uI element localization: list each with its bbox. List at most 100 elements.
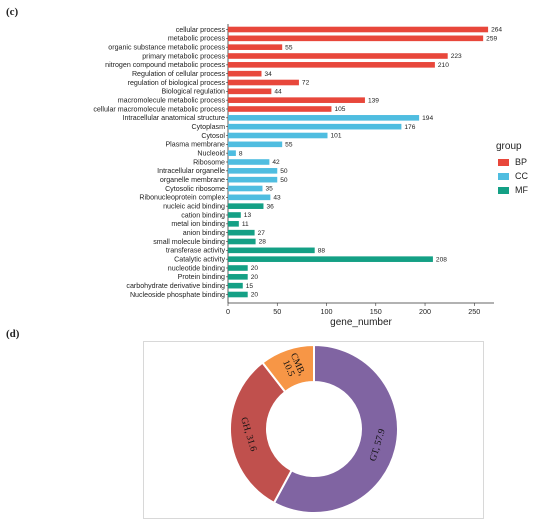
bar-7 <box>228 79 299 86</box>
category-label-26: transferase activity <box>166 247 226 255</box>
category-label-2: metabolic process <box>168 35 226 43</box>
bar-29 <box>228 274 248 280</box>
value-label-29: 20 <box>251 274 259 281</box>
x-tick-label-50: 50 <box>273 307 281 316</box>
bar-2 <box>228 35 484 42</box>
legend-swatch-bp <box>498 158 509 166</box>
category-label-23: metal ion binding <box>171 220 225 228</box>
category-label-4: primary metabolic process <box>142 52 225 60</box>
value-label-3: 55 <box>285 44 293 51</box>
donut-slice-gh <box>229 361 293 505</box>
bar-4 <box>228 53 448 59</box>
category-label-9: macromolecule metabolic process <box>118 96 226 104</box>
category-label-18: organelle membrane <box>160 176 225 184</box>
bar-28 <box>228 265 248 271</box>
category-label-22: cation binding <box>181 211 225 219</box>
category-label-8: Biological regulation <box>162 88 226 96</box>
bar-14 <box>228 141 283 148</box>
x-tick-label-250: 250 <box>468 307 480 316</box>
value-label-12: 176 <box>404 124 415 131</box>
bar-16 <box>228 159 270 165</box>
value-label-19: 35 <box>265 186 273 193</box>
bar-26 <box>228 247 315 254</box>
category-label-3: organic substance metabolic process <box>108 43 225 51</box>
category-label-14: Plasma membrane <box>165 141 225 149</box>
value-label-21: 36 <box>266 203 274 210</box>
x-tick-label-0: 0 <box>226 307 230 316</box>
value-label-2: 259 <box>486 36 497 43</box>
value-label-10: 105 <box>334 106 345 113</box>
bar-9 <box>228 97 365 103</box>
value-label-22: 13 <box>244 212 252 219</box>
value-label-31: 20 <box>251 292 259 299</box>
bar-25 <box>228 238 256 245</box>
value-label-25: 28 <box>259 239 267 246</box>
value-label-6: 34 <box>264 71 272 78</box>
value-label-13: 101 <box>331 133 342 140</box>
legend-label-mf: MF <box>515 185 528 195</box>
category-label-30: carbohydrate derivative binding <box>126 282 225 290</box>
bar-18 <box>228 176 278 183</box>
value-label-24: 27 <box>258 230 266 237</box>
value-label-27: 208 <box>436 256 447 263</box>
legend-label-cc: CC <box>515 171 528 181</box>
category-label-6: Regulation of cellular process <box>132 70 226 78</box>
category-label-27: Catalytic activity <box>174 255 225 263</box>
value-label-26: 88 <box>318 248 326 255</box>
category-label-10: cellular macromolecule metabolic process <box>93 105 225 113</box>
bar-30 <box>228 282 243 289</box>
bar-24 <box>228 229 255 236</box>
category-label-19: Cytosolic ribosome <box>165 185 225 193</box>
value-label-30: 15 <box>246 283 254 290</box>
value-label-18: 50 <box>280 177 288 184</box>
category-label-29: Protein binding <box>178 273 225 281</box>
category-label-15: Nucleoid <box>197 149 225 157</box>
value-label-16: 42 <box>272 159 280 166</box>
bar-11 <box>228 115 420 121</box>
value-label-20: 43 <box>273 195 281 202</box>
category-label-5: nitrogen compound metabolic process <box>105 61 225 69</box>
bar-6 <box>228 70 262 77</box>
bar-23 <box>228 221 239 227</box>
value-label-1: 264 <box>491 27 502 34</box>
category-label-16: Ribosome <box>193 158 225 166</box>
value-label-8: 44 <box>274 89 282 96</box>
category-label-25: small molecule binding <box>153 238 225 246</box>
category-label-13: Cytosol <box>201 132 225 140</box>
bar-5 <box>228 62 435 68</box>
bar-15 <box>228 150 236 156</box>
value-label-23: 11 <box>242 221 249 228</box>
panel-d-label: (d) <box>6 328 20 340</box>
value-label-15: 8 <box>239 150 243 157</box>
legend-label-bp: BP <box>515 157 528 167</box>
bar-27 <box>228 256 433 262</box>
category-label-28: nucleotide binding <box>168 264 225 272</box>
bar-20 <box>228 194 271 201</box>
value-label-5: 210 <box>438 62 449 69</box>
bar-13 <box>228 132 328 139</box>
x-tick-label-200: 200 <box>419 307 431 316</box>
category-label-12: Cytoplasm <box>191 123 225 131</box>
bar-19 <box>228 185 263 192</box>
category-label-24: anion binding <box>183 229 225 237</box>
legend-swatch-mf <box>498 186 509 194</box>
x-tick-label-150: 150 <box>370 307 382 316</box>
category-label-7: regulation of biological process <box>128 79 226 87</box>
legend-item-cc: CC <box>498 171 528 181</box>
value-label-28: 20 <box>251 265 259 272</box>
value-label-7: 72 <box>302 80 310 87</box>
donut-slice-gt <box>272 343 399 514</box>
category-label-20: Ribonucleoprotein complex <box>139 194 225 202</box>
bar-21 <box>228 203 264 209</box>
legend-item-mf: MF <box>498 185 528 195</box>
bar-8 <box>228 88 272 95</box>
x-tick-label-100: 100 <box>321 307 333 316</box>
bar-31 <box>228 291 248 298</box>
bar-3 <box>228 44 283 50</box>
legend-title: group <box>496 141 522 152</box>
category-label-31: Nucleoside phosphate binding <box>130 291 225 299</box>
category-label-1: cellular process <box>176 26 226 34</box>
bar-1 <box>228 26 489 33</box>
panel-c-label: (c) <box>6 6 19 18</box>
